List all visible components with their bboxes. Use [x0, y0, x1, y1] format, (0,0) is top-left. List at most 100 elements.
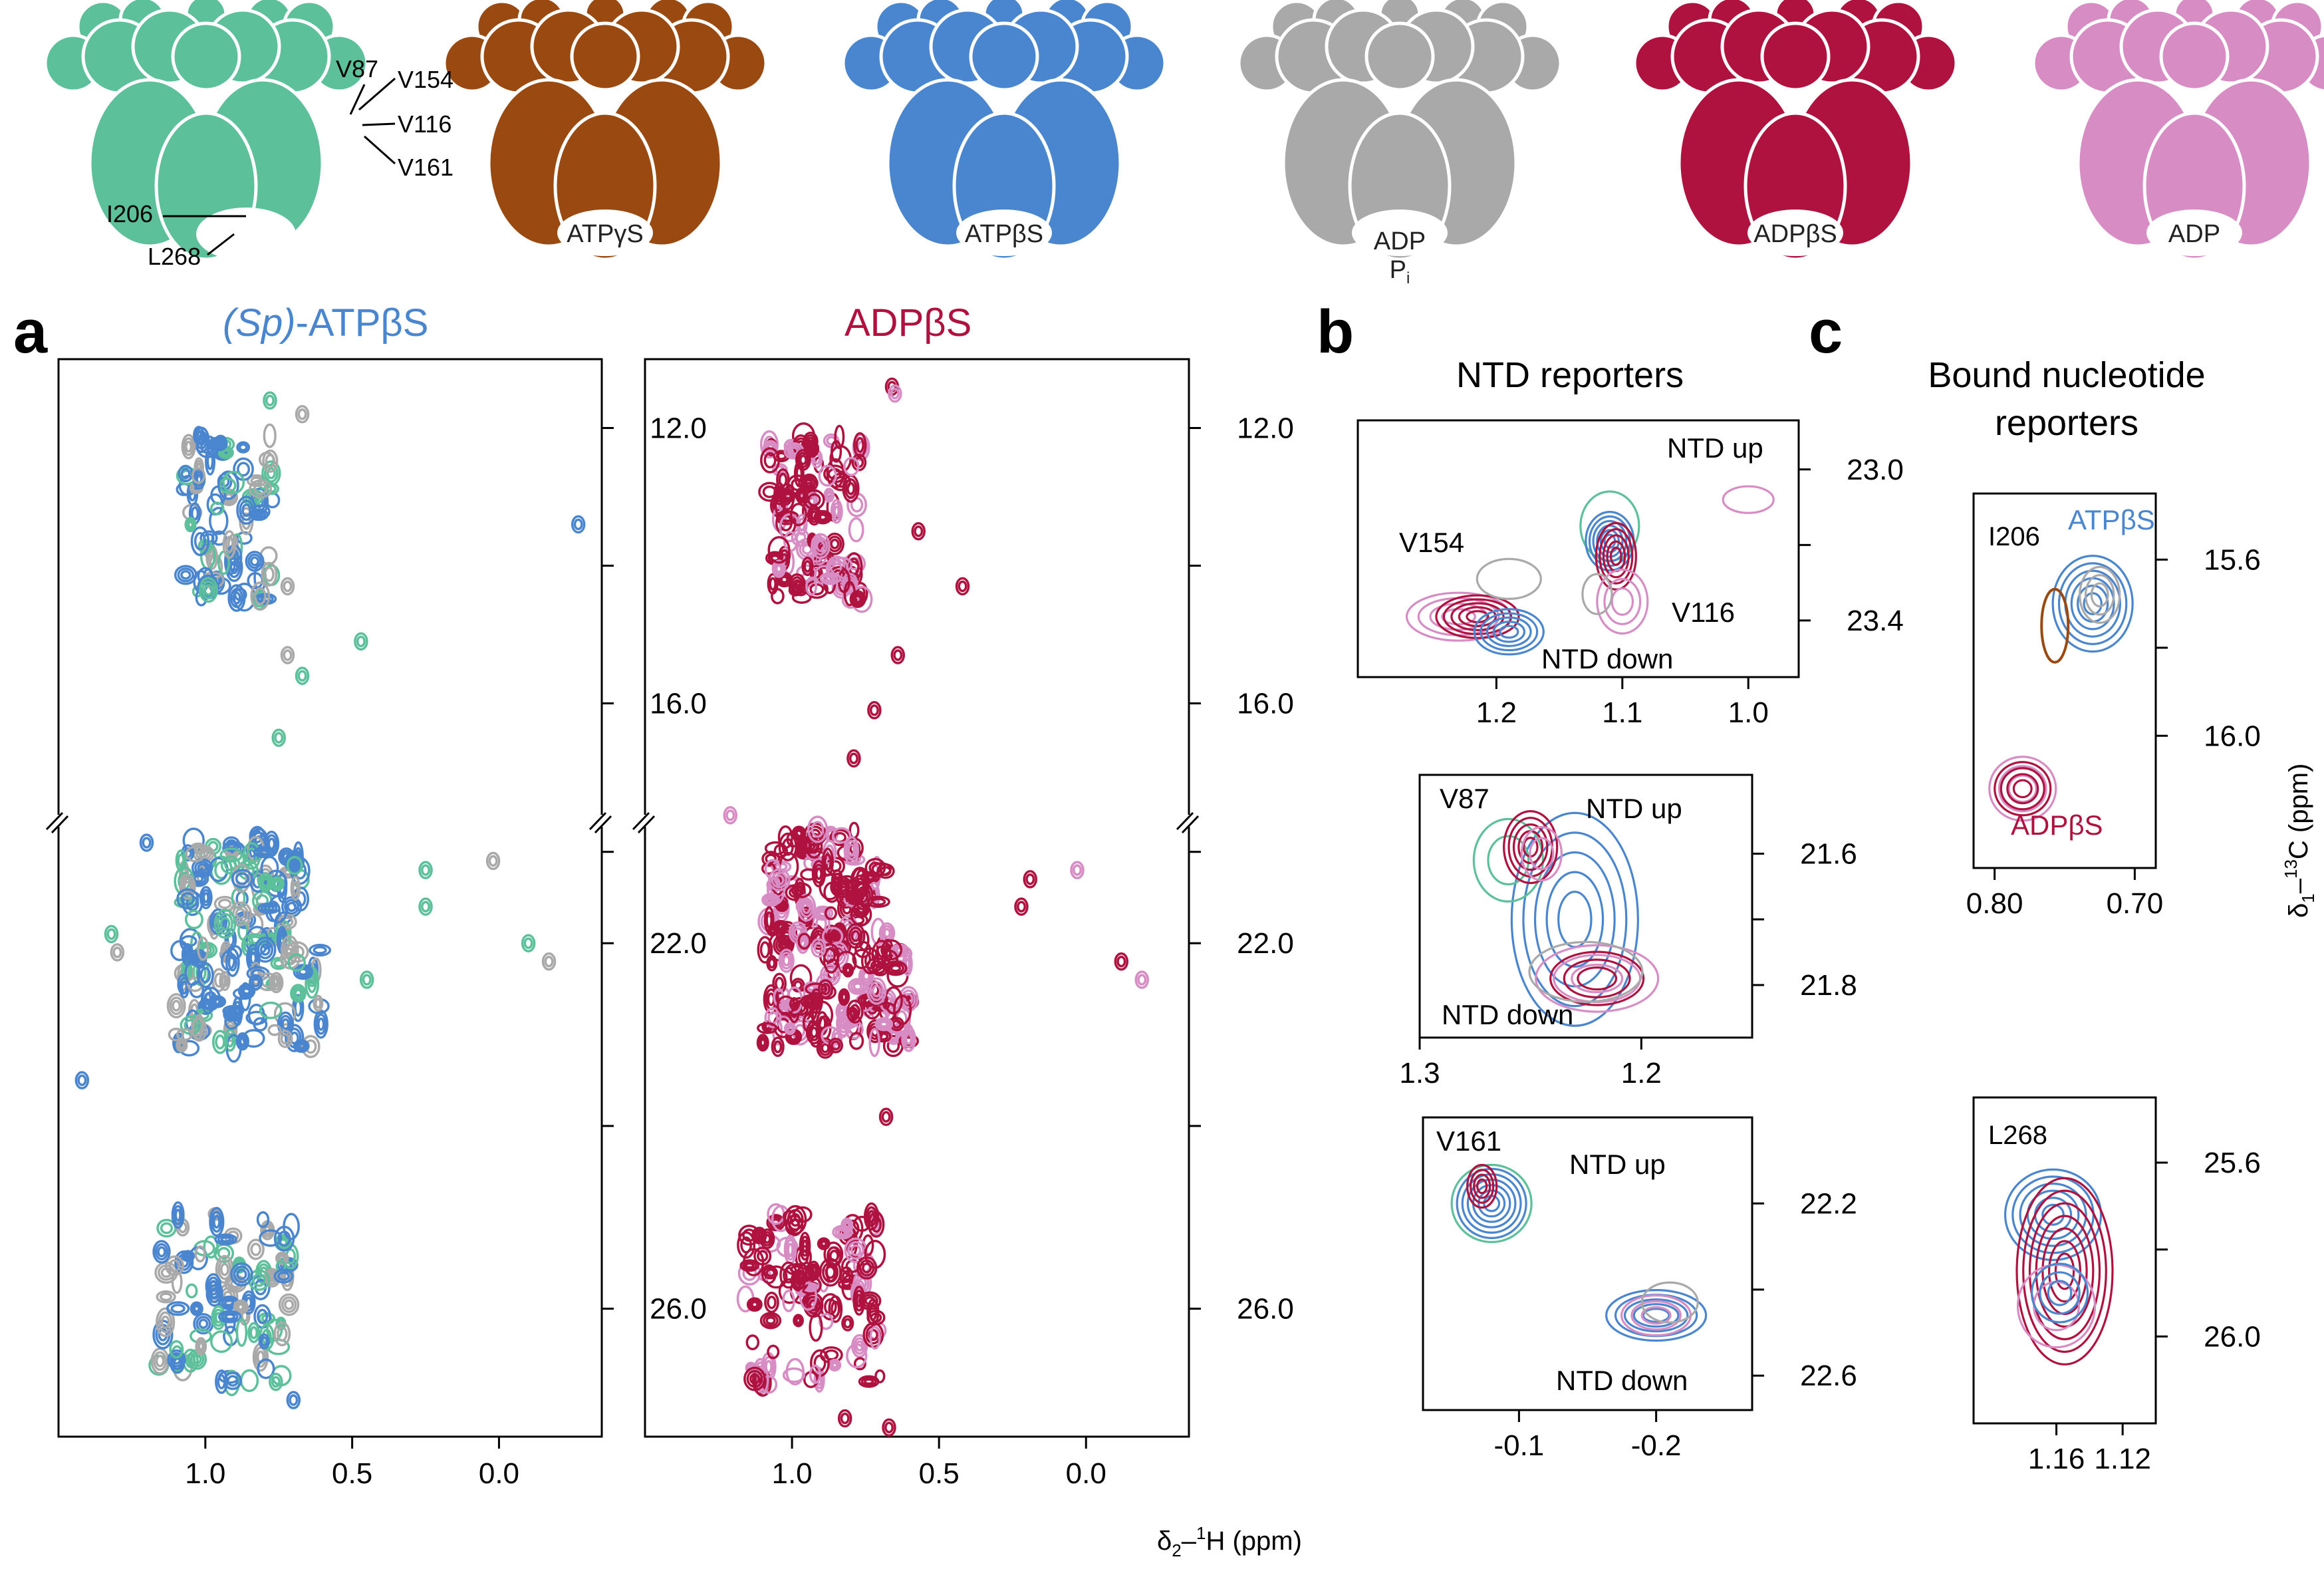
contour-level [227, 1375, 239, 1387]
contour-level [182, 1251, 194, 1261]
peak-v116-atpbs [1585, 511, 1635, 572]
contour-level [871, 940, 892, 969]
peak-ADPβS [776, 995, 796, 1016]
contour-level [222, 530, 237, 559]
contour-level [233, 1265, 251, 1284]
contour-level [181, 844, 195, 862]
peak-ATPβS [152, 1240, 171, 1264]
isolated-peak [955, 577, 970, 596]
contour-level [281, 1018, 290, 1030]
contour-level [811, 938, 827, 958]
contour-level [2090, 582, 2109, 608]
contour-level [174, 1209, 182, 1222]
peak-ATPβS [258, 1333, 270, 1350]
contour-level [488, 855, 498, 867]
contour-level [273, 1321, 291, 1347]
contour-level [181, 1250, 195, 1262]
contour-level [1070, 861, 1085, 879]
contour-level [842, 1270, 851, 1284]
contour-level [191, 1017, 207, 1042]
contour-level [1435, 594, 1520, 639]
contour-level [2019, 1183, 2087, 1247]
contour-level [875, 1030, 892, 1043]
contour-level [110, 943, 125, 962]
peak-ADPβS [846, 999, 864, 1024]
contour-level [418, 897, 433, 916]
contour-level [301, 1035, 321, 1058]
contour-level [185, 440, 193, 453]
contour-level [209, 502, 225, 515]
y-tick-label: 26.0 [1237, 1293, 1294, 1326]
contour-level [222, 836, 241, 853]
contour-level [1450, 1163, 1533, 1244]
peak-ADPβS [789, 502, 807, 527]
peak-ATPβS [253, 1017, 268, 1032]
peak-ATP → ADP·Pi [156, 1290, 176, 1304]
contour-level [830, 472, 851, 492]
contour-level [164, 1255, 184, 1276]
contour-level [249, 1326, 258, 1340]
contour-level [890, 646, 906, 664]
isolated-peak [882, 1418, 896, 1437]
ligand-label-atpbs: ATPβS [965, 220, 1043, 248]
peak-apo [175, 849, 187, 872]
contour-level [884, 960, 908, 976]
annotation-atpbs: ATPβS [2068, 504, 2155, 535]
contour-level [207, 1276, 220, 1296]
isolated-peak [888, 384, 902, 403]
contour-level [1998, 765, 2047, 813]
panel-c-title-line2: reporters [1995, 403, 2138, 443]
nucleotide-pocket [956, 210, 1052, 256]
contour-level [737, 1231, 756, 1259]
contour-level [809, 1364, 821, 1384]
contour-level [269, 1372, 283, 1391]
peak-ATP → ADP·Pi [194, 1245, 206, 1263]
contour-level [904, 992, 914, 1005]
peak-ATPβS [205, 1273, 222, 1299]
contour-level [829, 1360, 840, 1370]
peak-ADPβS [746, 1297, 763, 1312]
peak-ATP → ADP·Pi [164, 1255, 184, 1276]
contour-level [767, 992, 775, 1006]
contour-level [290, 875, 301, 901]
contour-level [217, 899, 232, 909]
contour-level [235, 872, 249, 885]
state-cartoon-adp [2031, 0, 2324, 261]
contour-level [847, 1240, 864, 1260]
contour-level [277, 1011, 295, 1037]
isolated-peak [867, 701, 882, 720]
contour-level [870, 1216, 882, 1233]
isolated-peak [110, 943, 125, 962]
contour-level [277, 1030, 293, 1048]
peak-ATPβS [293, 1039, 310, 1054]
contour-level [1476, 1178, 1488, 1195]
peak-ADP [778, 948, 795, 973]
contour-level [362, 974, 372, 986]
contour-level [196, 1339, 206, 1354]
contour-level [860, 1376, 877, 1387]
subpanel-frame [1972, 492, 2157, 869]
x-tick-label: 1.2 [1476, 696, 1517, 729]
contour-level [1557, 891, 1593, 948]
state-apo: apo [43, 0, 369, 261]
contour-level [840, 992, 847, 1002]
annotation-v154: V154 [1399, 527, 1464, 558]
contour-level [1512, 823, 1549, 871]
contour-level [210, 996, 224, 1007]
peak-ADPβS [871, 862, 892, 877]
contour-level [225, 948, 240, 977]
contour-level [849, 1004, 860, 1020]
contour-level [780, 575, 789, 584]
contour-level [803, 479, 813, 488]
peak-ATPβS [207, 436, 228, 452]
contour-level [782, 954, 791, 966]
contour-level [285, 1024, 305, 1053]
nucleotide-pocket [1352, 210, 1448, 256]
contour-level [1571, 963, 1624, 994]
peak-ATPβS [273, 1225, 295, 1252]
contour-level [571, 515, 586, 534]
contour-level [292, 880, 299, 897]
contour-level [867, 701, 882, 720]
contour-level [289, 1394, 299, 1406]
contour-level [810, 1266, 817, 1276]
